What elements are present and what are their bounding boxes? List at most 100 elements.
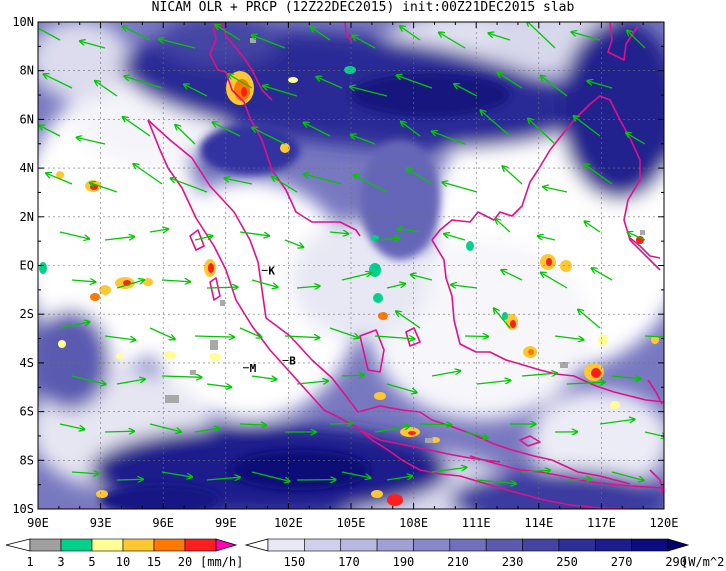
prcp-colorbar-upper-triangle [215,538,238,552]
wind-vector [464,431,488,438]
wind-vector [627,30,646,49]
olr-colorbar-box [267,538,305,552]
wind-vector [528,118,556,145]
wind-vector [431,371,461,377]
wind-vector [644,335,664,338]
wind-vector [396,75,433,89]
olr-tick-label: 290 [665,555,687,569]
wind-vector [116,280,144,289]
wind-vector [566,382,605,384]
lon-label: 99E [215,516,237,530]
lon-label: 120E [650,516,679,530]
wind-vector [263,86,298,97]
wind-vector [116,479,143,480]
wind-vector [584,221,601,233]
olr-colorbar-box [558,538,596,552]
wind-vector [89,183,118,193]
wind-vector [303,174,343,185]
wind-vector [571,32,601,41]
olr-field [38,22,664,509]
prcp-colorbar-box [122,538,155,552]
lat-label: 6N [20,112,34,126]
prcp-colorbar-box [153,538,186,552]
wind-vector [352,35,376,49]
wind-vector [284,336,320,338]
wind-vector [104,237,134,241]
wind-vector [161,280,190,282]
olr-tick-label: 230 [502,555,524,569]
wind-vector [329,232,349,234]
lat-label: 2S [20,307,34,321]
wind-vector [161,471,192,477]
wind-vector [501,270,523,281]
wind-vector [341,273,371,281]
wind-vector [329,423,352,424]
wind-vector [206,477,240,480]
prcp-unit: [mm/h] [200,555,243,569]
wind-vector [374,426,410,433]
wind-vector [194,428,220,433]
wind-vector [311,27,331,41]
olr-tick-label: 270 [611,555,633,569]
wind-vector [476,380,511,385]
prcp-colorbar-box [60,538,93,552]
lat-label: 10S [12,502,34,516]
wind-vector [401,121,421,137]
olr-colorbar-lower-triangle [244,538,269,552]
wind-vector [374,238,400,240]
wind-vector [161,376,202,377]
wind-vector [419,424,452,425]
wind-vector [251,279,278,287]
olr-tick-label: 190 [393,555,415,569]
lat-label: EQ [20,259,34,273]
olr-colorbar-box [449,538,487,552]
olr-colorbar-box [413,538,451,552]
wind-vector [252,127,286,145]
wind-vector [80,41,106,49]
olr-colorbar-upper-triangle [667,538,690,552]
wind-vector [296,286,320,288]
wind-vector [541,272,568,289]
wind-vector [104,335,136,340]
lon-label: 90E [27,516,49,530]
wind-vector [239,327,262,337]
wind-vector [502,166,523,185]
wind-vector [184,84,208,97]
lat-label: 8S [20,453,34,467]
wind-vector [587,81,613,89]
prcp-tick-label: 10 [116,555,130,569]
wind-vector [543,187,568,193]
wind-vector [341,375,364,376]
wind-vector [271,176,298,193]
wind-vector [175,125,196,145]
wind-vector [133,164,163,185]
wind-vector [540,75,568,97]
wind-vector [439,32,466,49]
wind-vector [554,335,584,340]
wind-vector [578,309,601,329]
plot-title: NICAM OLR + PRCP (12Z22DEC2015) init:00Z… [151,0,575,15]
lon-label: 102E [274,516,303,530]
wind-vector [611,471,644,481]
prcp-tick-label: 1 [26,555,33,569]
prcp-colorbar-box [184,538,217,552]
wind-vector [39,125,61,137]
prcp-tick-label: 15 [147,555,161,569]
olr-colorbar-box [594,538,632,552]
wind-vector [224,178,253,185]
wind-vector [442,182,478,193]
wind-vector [215,25,241,41]
wind-vector [284,239,304,247]
wind-vector [170,178,208,193]
wind-vector [480,110,511,137]
wind-vector [124,76,163,89]
wind-vector [591,268,613,281]
olr-colorbar: 150 170 190 210 230 250 270 290 [W/m^2] [244,538,726,569]
wind-vector [251,375,277,379]
wind-vector [374,336,415,339]
lon-label: 111E [462,516,491,530]
lon-label: 96E [152,516,174,530]
grid-lines [38,22,664,509]
wind-vector [95,81,118,97]
